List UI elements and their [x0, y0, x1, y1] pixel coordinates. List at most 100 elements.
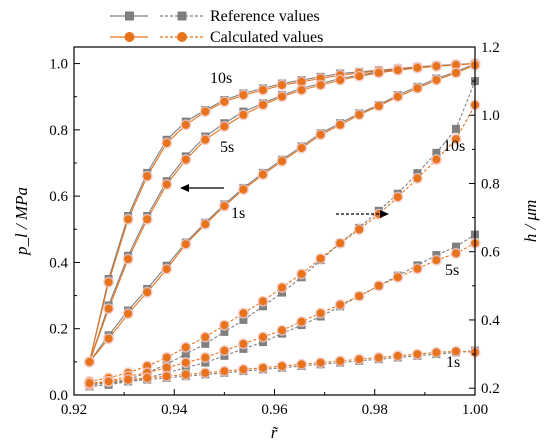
point-left-1s-calculated — [220, 202, 229, 211]
point-left-1s-calculated — [181, 240, 190, 249]
point-right-5s-calculated — [374, 281, 383, 290]
point-left-1s-calculated — [413, 84, 422, 93]
point-left-5s-calculated — [452, 60, 460, 69]
point-right-1s-calculated — [162, 372, 171, 381]
point-right-10s-reference — [181, 350, 190, 359]
x-tick-label: 0.94 — [161, 402, 188, 418]
point-right-1s-calculated — [452, 347, 460, 356]
y-right-tick-label: 1.0 — [481, 108, 500, 124]
legend-calculated-label: Calculated values — [210, 29, 323, 46]
point-right-10s-calculated — [162, 353, 171, 362]
series-markers-layer — [84, 58, 481, 391]
point-right-1s-calculated — [297, 360, 306, 369]
label-pressure-5s: 5s — [220, 139, 234, 156]
point-right-10s-calculated — [181, 343, 190, 352]
point-left-1s-calculated — [316, 130, 325, 139]
point-right-5s-calculated — [316, 309, 325, 318]
point-right-1s-calculated — [393, 351, 402, 360]
point-left-5s-calculated — [124, 255, 133, 264]
point-left-10s-calculated — [278, 81, 286, 90]
legend-reference-square-marker — [125, 11, 134, 21]
point-left-1s-calculated — [124, 309, 133, 318]
point-right-10s-calculated — [393, 193, 402, 202]
series-line-right-10s-calculated — [89, 104, 476, 382]
point-left-10s-calculated — [181, 120, 190, 129]
point-left-1s-calculated — [336, 120, 345, 129]
point-left-1s-calculated — [85, 357, 94, 366]
point-right-1s-calculated — [259, 363, 267, 372]
point-right-1s-calculated — [239, 365, 248, 374]
legend-reference-square-marker-2 — [177, 11, 187, 21]
point-right-10s-reference — [432, 148, 441, 157]
y-left-tick-label: 1.0 — [49, 57, 68, 73]
point-right-5s-calculated — [220, 346, 229, 355]
point-left-5s-calculated — [162, 180, 171, 189]
point-left-5s-calculated — [201, 135, 210, 144]
point-left-5s-calculated — [297, 86, 306, 95]
point-right-10s-calculated — [432, 155, 441, 164]
point-right-5s-calculated — [278, 326, 286, 335]
series-line-right-10s-reference — [89, 80, 476, 386]
axes-layer: 0.92 0.94 0.96 0.98 1.00 0.0 0.2 0.4 0.6 0.8 1.0 0.… — [49, 40, 500, 418]
point-right-10s-reference — [239, 315, 248, 324]
x-tick-label: 1.00 — [462, 402, 488, 418]
point-left-5s-calculated — [432, 62, 441, 71]
arrow-to-right-axis — [336, 210, 389, 218]
point-left-5s-calculated — [413, 63, 422, 72]
point-right-10s-calculated — [201, 333, 210, 341]
point-right-10s-calculated — [355, 225, 364, 234]
point-right-10s-reference — [201, 339, 210, 348]
point-left-5s-calculated — [316, 81, 325, 90]
point-left-10s-calculated — [143, 172, 152, 181]
label-pressure-1s: 1s — [231, 205, 245, 222]
point-right-5s-calculated — [452, 249, 460, 258]
point-right-10s-calculated — [316, 254, 325, 263]
point-left-1s-calculated — [239, 185, 248, 194]
point-left-10s-calculated — [124, 215, 133, 224]
series-line-right-1s-reference — [89, 350, 476, 386]
point-right-5s-calculated — [336, 300, 345, 309]
point-right-5s-calculated — [297, 317, 306, 326]
point-left-1s-calculated — [278, 157, 286, 166]
series-lines-layer — [88, 63, 476, 388]
point-right-5s-calculated — [259, 333, 267, 341]
point-left-5s-calculated — [259, 101, 267, 109]
y-left-tick-label: 0.0 — [49, 388, 68, 404]
legend: Reference values Calculated values — [110, 8, 323, 46]
point-right-1s-calculated — [124, 375, 133, 384]
point-right-1s-calculated — [181, 370, 190, 379]
point-right-1s-calculated — [336, 356, 345, 365]
label-pressure-10s: 10s — [210, 70, 232, 87]
point-right-1s-calculated — [355, 355, 364, 364]
point-left-1s-calculated — [355, 110, 364, 119]
point-left-5s-calculated — [181, 155, 190, 164]
point-left-1s-calculated — [143, 288, 152, 297]
point-left-5s-calculated — [143, 215, 152, 224]
y-right-tick-label: 0.2 — [481, 381, 500, 397]
y-right-tick-label: 0.8 — [481, 176, 500, 192]
point-right-10s-calculated — [259, 297, 267, 306]
point-right-1s-calculated — [201, 368, 210, 377]
point-left-5s-calculated — [393, 66, 402, 75]
point-left-10s-calculated — [104, 278, 113, 287]
point-right-5s-calculated — [239, 339, 248, 348]
y-left-tick-label: 0.2 — [49, 322, 68, 338]
plot-frame — [73, 46, 476, 396]
point-left-10s-calculated — [201, 107, 210, 116]
label-thickness-1s: 1s — [446, 354, 460, 371]
point-right-5s-reference — [452, 242, 460, 251]
point-right-1s-calculated — [316, 358, 325, 367]
point-left-5s-calculated — [374, 68, 383, 77]
y-left-tick-label: 0.4 — [49, 255, 68, 271]
point-right-10s-calculated — [452, 135, 460, 144]
point-left-10s-calculated — [297, 77, 306, 86]
point-right-5s-calculated — [432, 256, 441, 265]
point-left-1s-calculated — [201, 220, 210, 229]
point-right-10s-calculated — [336, 239, 345, 248]
point-right-10s-calculated — [413, 174, 422, 183]
point-left-10s-calculated — [220, 97, 229, 106]
point-right-1s-calculated — [143, 373, 152, 382]
x-tick-label: 0.98 — [362, 402, 388, 418]
point-left-1s-calculated — [162, 265, 171, 274]
